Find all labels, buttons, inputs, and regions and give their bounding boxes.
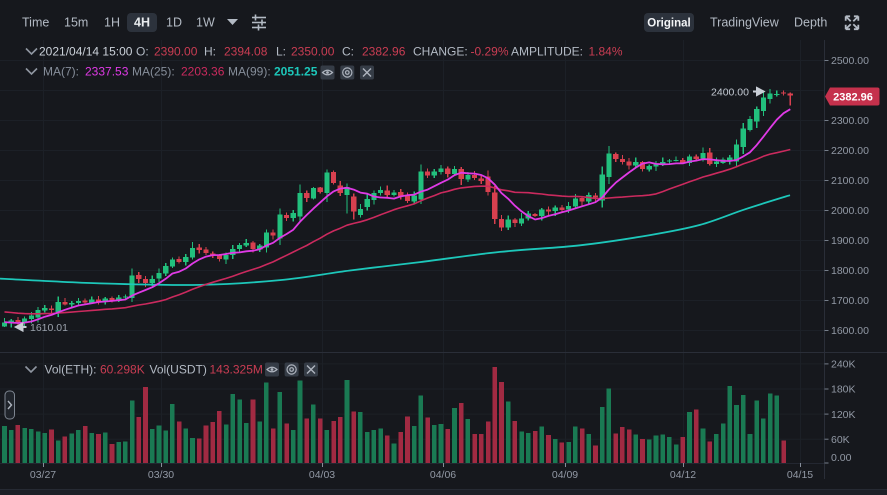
svg-text:2051.25: 2051.25 (274, 65, 318, 79)
svg-text:15m: 15m (64, 16, 88, 30)
svg-text:04/06: 04/06 (430, 469, 456, 481)
svg-text:2400.00: 2400.00 (711, 87, 749, 99)
svg-text:2382.96: 2382.96 (833, 92, 873, 104)
svg-text:TradingView: TradingView (710, 16, 780, 30)
svg-text:03/27: 03/27 (30, 469, 56, 481)
svg-text:04/09: 04/09 (552, 469, 578, 481)
svg-text:4H: 4H (134, 16, 150, 30)
svg-text:04/03: 04/03 (309, 469, 335, 481)
svg-text:60K: 60K (831, 434, 850, 446)
svg-text:Depth: Depth (794, 16, 827, 30)
svg-text:1700.00: 1700.00 (831, 295, 869, 307)
svg-text:-0.29%: -0.29% (471, 45, 509, 59)
svg-text:04/15: 04/15 (787, 469, 813, 481)
svg-text:60.298K: 60.298K (100, 363, 145, 377)
svg-text:Vol(ETH):: Vol(ETH): (45, 363, 97, 377)
svg-text:120K: 120K (831, 409, 856, 421)
svg-text:04/12: 04/12 (670, 469, 696, 481)
svg-text:CHANGE:: CHANGE: (413, 45, 468, 59)
svg-text:2390.00: 2390.00 (154, 45, 198, 59)
svg-text:L:: L: (276, 45, 286, 59)
svg-text:2200.00: 2200.00 (831, 145, 869, 157)
svg-text:MA(25):: MA(25): (132, 65, 175, 79)
svg-text:1600.00: 1600.00 (831, 325, 869, 337)
svg-text:1D: 1D (166, 16, 182, 30)
svg-text:2300.00: 2300.00 (831, 115, 869, 127)
svg-text:2337.53: 2337.53 (85, 65, 129, 79)
svg-text:240K: 240K (831, 359, 856, 371)
svg-text:2021/04/14 15:00: 2021/04/14 15:00 (39, 45, 133, 59)
svg-text:1H: 1H (104, 16, 120, 30)
svg-text:Vol(USDT): Vol(USDT) (150, 363, 207, 377)
svg-text:1610.01: 1610.01 (30, 322, 68, 334)
svg-text:O:: O: (136, 45, 149, 59)
svg-text:03/30: 03/30 (148, 469, 174, 481)
svg-text:MA(99):: MA(99): (228, 65, 271, 79)
svg-text:Original: Original (647, 18, 690, 30)
svg-text:H:: H: (204, 45, 216, 59)
svg-text:2394.08: 2394.08 (224, 45, 268, 59)
svg-text:MA(7):: MA(7): (43, 65, 79, 79)
svg-text:0.00: 0.00 (831, 452, 852, 464)
svg-text:180K: 180K (831, 384, 856, 396)
svg-text:2382.96: 2382.96 (362, 45, 406, 59)
svg-text:AMPLITUDE:: AMPLITUDE: (511, 45, 583, 59)
svg-text:2350.00: 2350.00 (291, 45, 335, 59)
svg-text:143.325M: 143.325M (210, 363, 263, 377)
svg-text:Time: Time (22, 16, 49, 30)
svg-text:2100.00: 2100.00 (831, 175, 869, 187)
svg-text:1.84%: 1.84% (589, 45, 623, 59)
svg-text:1W: 1W (196, 16, 215, 30)
svg-text:1800.00: 1800.00 (831, 265, 869, 277)
svg-text:2000.00: 2000.00 (831, 205, 869, 217)
svg-text:C:: C: (342, 45, 354, 59)
svg-text:2203.36: 2203.36 (181, 65, 225, 79)
svg-text:1900.00: 1900.00 (831, 235, 869, 247)
svg-text:2500.00: 2500.00 (831, 55, 869, 67)
